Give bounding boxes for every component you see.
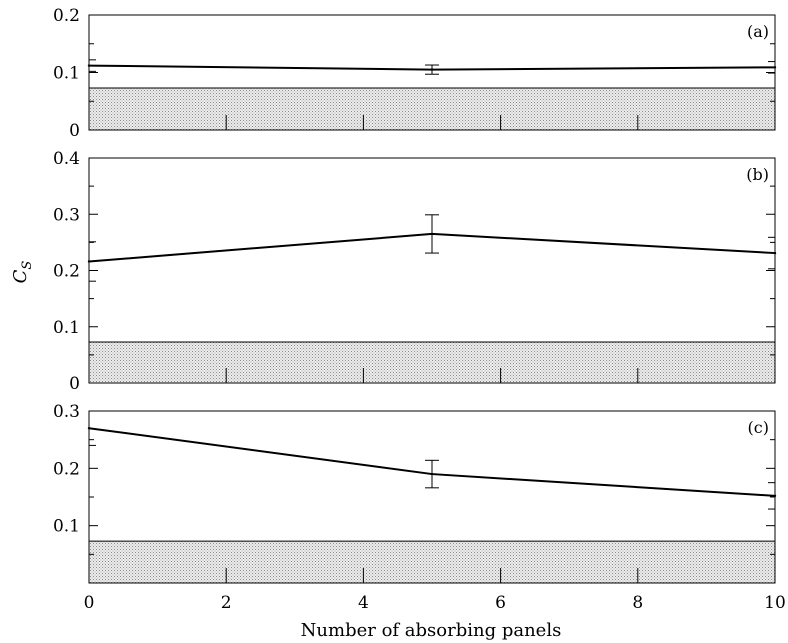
y-axis-title-subscript: S [20, 261, 35, 270]
chart-panels: 0 0.1 0.2 (a) 0 0.1 0.2 0.3 0.4 (b) 0.1 0.2 0.3 (c) 0 2… [53, 6, 786, 613]
panel-2: 0 0.1 0.2 0.3 0.4 (b) [53, 149, 777, 394]
data-point [773, 251, 777, 255]
y-tick-label: 0.4 [53, 149, 80, 169]
y-tick-label: 0.3 [53, 402, 80, 422]
data-point [430, 68, 434, 71]
shaded-band [89, 541, 775, 583]
panel-label: (b) [746, 165, 769, 184]
data-point [430, 232, 434, 236]
y-tick-label: 0.2 [53, 459, 80, 479]
x-tick-label: 2 [221, 593, 232, 613]
data-point [87, 427, 91, 430]
y-tick-label: 0.3 [53, 205, 80, 225]
x-tick-label: 0 [84, 593, 95, 613]
x-tick-label: 6 [495, 593, 506, 613]
x-tick-label: 10 [764, 593, 786, 613]
y-tick-label: 0.2 [53, 262, 80, 282]
shaded-band [89, 88, 775, 130]
panel-label: (a) [747, 22, 769, 41]
y-tick-label: 0.1 [53, 64, 80, 84]
panel-3: 0.1 0.2 0.3 (c) 0 2 4 6 8 10 [53, 402, 786, 613]
shaded-band [89, 341, 775, 383]
panel-label: (c) [748, 418, 769, 437]
data-point [430, 472, 434, 476]
y-tick-label: 0.2 [53, 6, 80, 26]
y-axis-title: CS [10, 261, 35, 284]
data-point [773, 66, 777, 69]
y-tick-label: 0.1 [53, 318, 80, 338]
panel-1: 0 0.1 0.2 (a) [53, 6, 777, 141]
y-tick-label: 0 [69, 374, 80, 394]
data-point [87, 64, 91, 67]
data-point [87, 260, 91, 263]
data-point [773, 494, 777, 498]
x-tick-label: 4 [358, 593, 369, 613]
y-axis-title-main: C [10, 269, 31, 283]
x-tick-label: 8 [632, 593, 643, 613]
x-axis-title: Number of absorbing panels [301, 620, 562, 641]
y-tick-label: 0 [69, 121, 80, 141]
y-tick-label: 0.1 [53, 517, 80, 537]
